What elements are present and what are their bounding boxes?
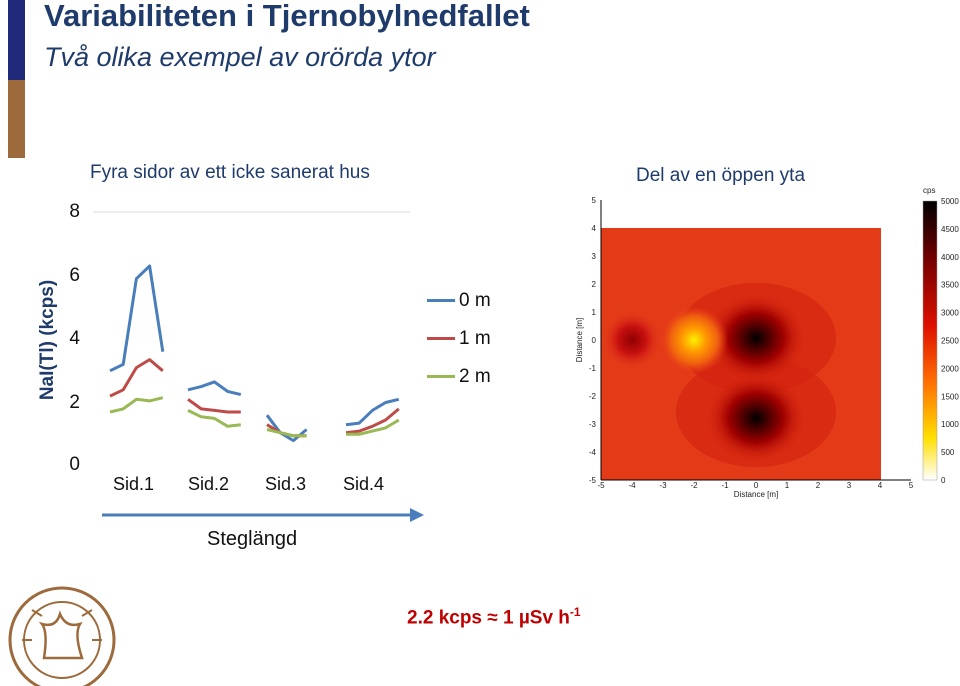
heatmap-ticks: -5 -4 -3 -2 -1 0 1 2 3 4 5 5 4 3 2 1 0 -1 -2 -3 -4 -5 — [589, 196, 914, 490]
legend-label: 1 m — [459, 328, 491, 349]
ytick-label: 2 — [69, 392, 80, 413]
header-accent-bar-brown — [8, 80, 25, 158]
footnote-text: 2.2 kcps ≈ 1 µSv h — [407, 607, 570, 629]
series-line-1-m — [345, 407, 400, 435]
colorbar-tick: 5000 — [941, 197, 959, 206]
legend-item: 0 m — [427, 290, 491, 312]
colorbar-tick: 3500 — [941, 281, 959, 290]
series-line-0-m — [187, 380, 242, 397]
header-accent-bar-blue — [8, 0, 25, 80]
ytick-label: 8 — [69, 201, 80, 222]
heatmap: -5 -4 -3 -2 -1 0 1 2 3 4 5 5 4 3 2 1 0 -1 -2 -3 -4 -5 Distanc… — [575, 186, 959, 499]
colorbar-label: cps — [923, 186, 935, 195]
heatmap-xtick: -1 — [721, 481, 729, 490]
series-line-2-m — [109, 396, 164, 414]
colorbar-tick: 4000 — [941, 253, 959, 262]
heatmap-ytick: -3 — [589, 420, 597, 429]
series-line-2-m — [346, 418, 400, 436]
heatmap-ytick: 3 — [592, 252, 597, 261]
ytick-label: 0 — [69, 454, 80, 475]
x-axis-arrow-head — [410, 508, 424, 522]
series-line-0-m — [109, 264, 165, 373]
footnote-superscript: -1 — [569, 605, 581, 619]
ytick-label: 4 — [69, 328, 80, 349]
heatmap-xtick: -3 — [659, 481, 667, 490]
category-label: Sid.1 — [113, 474, 155, 494]
colorbar-tick: 2000 — [941, 364, 959, 373]
legend-swatch — [427, 337, 455, 341]
colorbar-tick: 4500 — [941, 225, 959, 234]
heatmap-xtick: -5 — [597, 481, 605, 490]
heatmap-xtick: -4 — [628, 481, 636, 490]
heatmap-title: Del av en öppen yta — [636, 165, 806, 186]
heatmap-ytick: 0 — [592, 336, 597, 345]
hotspot — [604, 312, 660, 368]
heatmap-ytick: 2 — [592, 280, 597, 289]
series-line-2-m — [266, 428, 307, 438]
colorbar-tick: 1000 — [941, 420, 959, 429]
heatmap-xtick: 3 — [847, 481, 852, 490]
heatmap-ytick: -4 — [589, 448, 597, 457]
heatmap-xtick: 0 — [754, 481, 759, 490]
hotspot-group — [604, 283, 836, 467]
heatmap-xtick: 1 — [785, 481, 790, 490]
heatmap-xtick: 5 — [909, 481, 914, 490]
legend-swatch — [427, 299, 455, 303]
series-line-1-m — [109, 358, 164, 398]
colorbar-tick: 500 — [941, 448, 955, 457]
hotspot — [706, 293, 806, 383]
slide-title: Variabiliteten i Tjernobylnedfallet — [44, 0, 530, 33]
line-chart-title: Fyra sidor av ett icke sanerat hus — [90, 162, 370, 183]
heatmap-xtick: 2 — [816, 481, 821, 490]
colorbar-tick: 0 — [941, 476, 946, 485]
series-line-1-m — [187, 398, 241, 414]
slide-subtitle: Två olika exempel av orörda ytor — [44, 42, 436, 72]
legend-label: 2 m — [459, 366, 491, 387]
heatmap-ytick: -1 — [589, 364, 597, 373]
series-line-2-m — [187, 409, 241, 428]
conversion-footnote: 2.2 kcps ≈ 1 µSv h-1 — [407, 605, 581, 629]
heatmap-xtick: 4 — [878, 481, 883, 490]
colorbar-tick: 2500 — [941, 337, 959, 346]
heatmap-xtick: -2 — [690, 481, 698, 490]
colorbar-tick: 1500 — [941, 392, 959, 401]
heatmap-ytick: 5 — [592, 196, 597, 205]
category-label: Sid.3 — [265, 474, 307, 494]
heatmap-ytick: -2 — [589, 392, 597, 401]
heatmap-ytick: -5 — [589, 476, 597, 485]
category-label: Sid.4 — [343, 474, 385, 494]
legend-item: 1 m — [427, 328, 491, 350]
line-series-group — [109, 264, 400, 443]
category-label: Sid.2 — [188, 474, 230, 494]
legend-swatch — [427, 375, 455, 379]
hotspot — [706, 373, 806, 463]
heatmap-ytick: 1 — [592, 308, 597, 317]
series-line-0-m — [345, 397, 400, 427]
line-chart-xlabel: Steglängd — [207, 528, 298, 550]
ytick-label: 6 — [69, 265, 80, 286]
colorbar — [922, 200, 938, 481]
legend-label: 0 m — [459, 290, 491, 311]
heatmap-ytick: 4 — [592, 224, 597, 233]
hotspot — [660, 306, 728, 374]
heatmap-ylabel: Distance [m] — [575, 318, 584, 362]
colorbar-tick: 3000 — [941, 309, 959, 318]
heatmap-xlabel: Distance [m] — [734, 490, 778, 499]
legend-item: 2 m — [427, 366, 491, 388]
